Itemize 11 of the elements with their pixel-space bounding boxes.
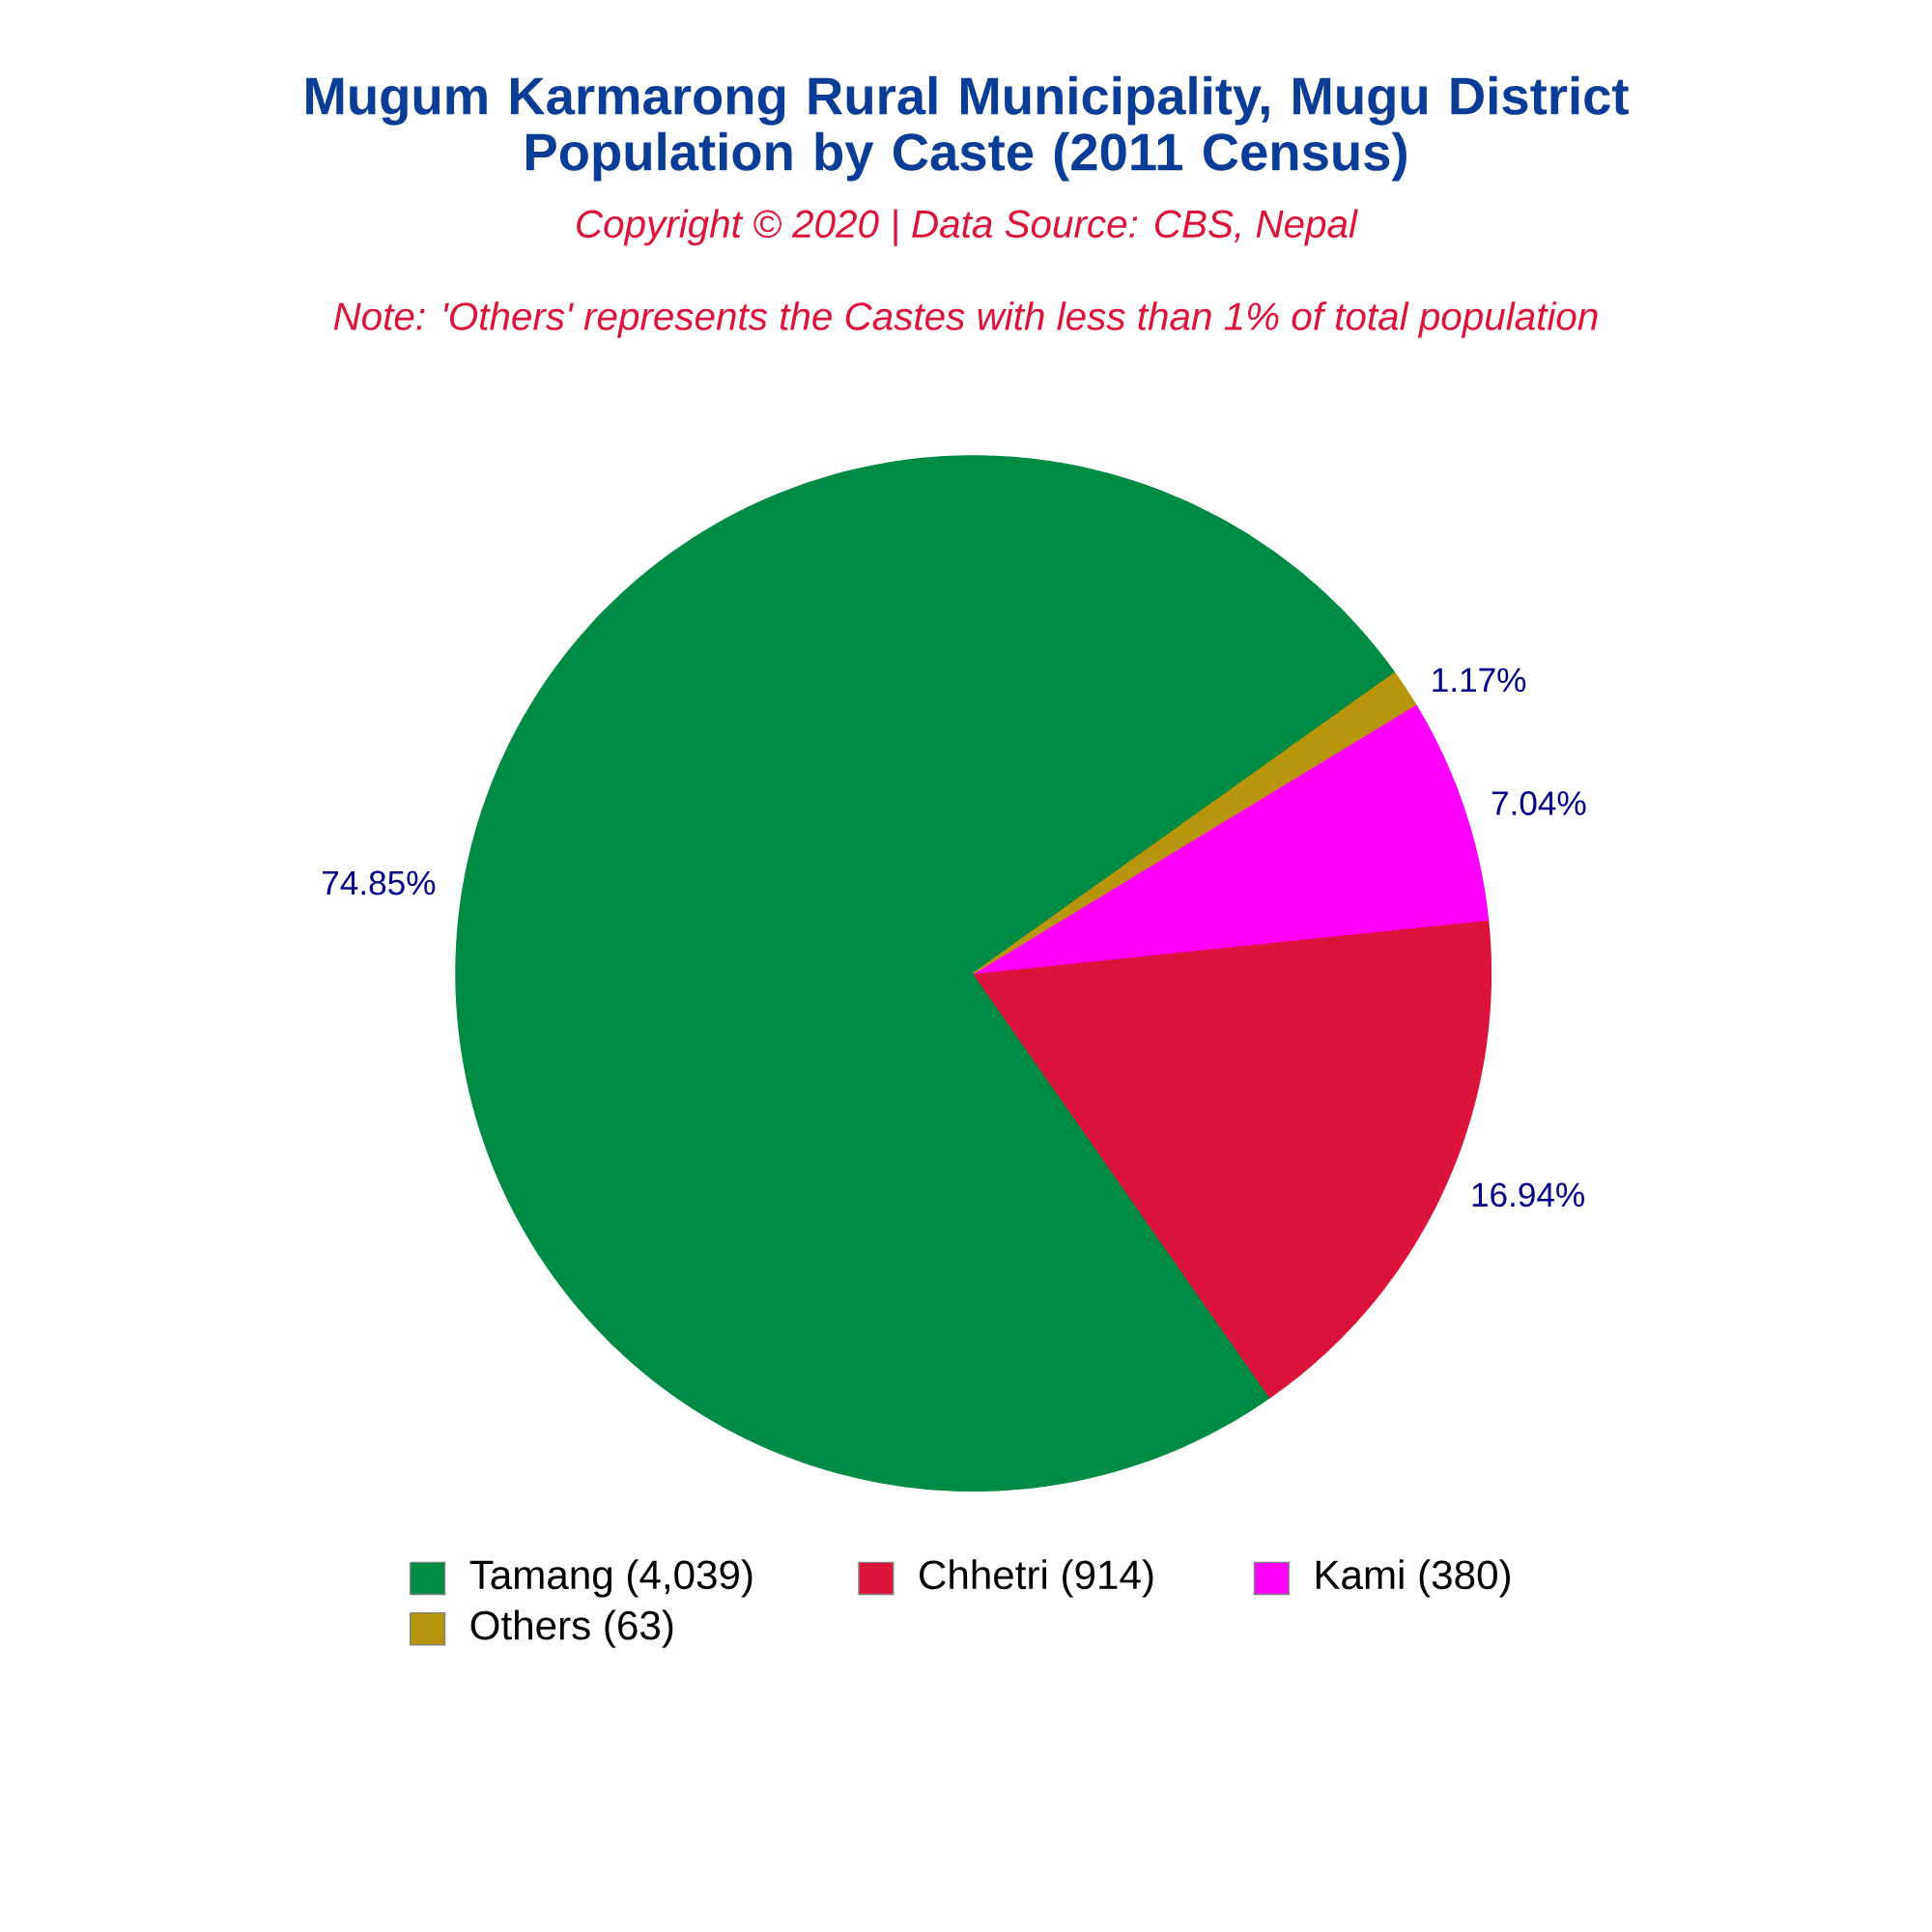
data-label: 7.04% xyxy=(1492,791,1586,815)
legend-label: Chhetri (914) xyxy=(920,1559,1153,1598)
text: Note: 'Others' represents the Castes with less than 1% of total population xyxy=(333,301,1598,338)
chart-subtitle: Copyright © 2020 | Data Source: CBS, Nepal xyxy=(577,209,1358,246)
legend-label: Others (63) xyxy=(470,1609,673,1648)
data-label: 16.94% xyxy=(1472,1182,1584,1208)
data-label: 1.17% xyxy=(1433,668,1526,693)
chart-title: Mugum Karmarong Rural Municipality, Mugu District Population by Caste (2011 Census) xyxy=(306,75,1629,182)
legend-label: Tamang (4,039) xyxy=(469,1559,753,1598)
data-label: 74.85% xyxy=(323,870,436,895)
legend-label: Kami (380) xyxy=(1316,1559,1510,1598)
